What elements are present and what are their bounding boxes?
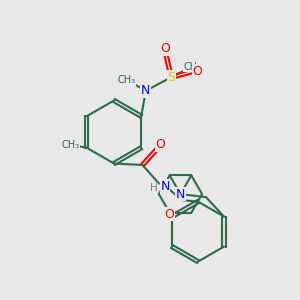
Text: N: N — [141, 84, 151, 97]
Text: CH₃: CH₃ — [117, 75, 135, 85]
Text: O: O — [160, 42, 170, 55]
Text: CH₃: CH₃ — [61, 140, 79, 150]
Text: O: O — [156, 138, 165, 151]
Text: N: N — [160, 180, 170, 193]
Text: O: O — [165, 208, 175, 221]
Text: N: N — [176, 188, 185, 201]
Text: O: O — [193, 65, 202, 78]
Text: H: H — [150, 183, 158, 193]
Text: S: S — [167, 71, 175, 84]
Text: CH₃: CH₃ — [183, 62, 201, 72]
